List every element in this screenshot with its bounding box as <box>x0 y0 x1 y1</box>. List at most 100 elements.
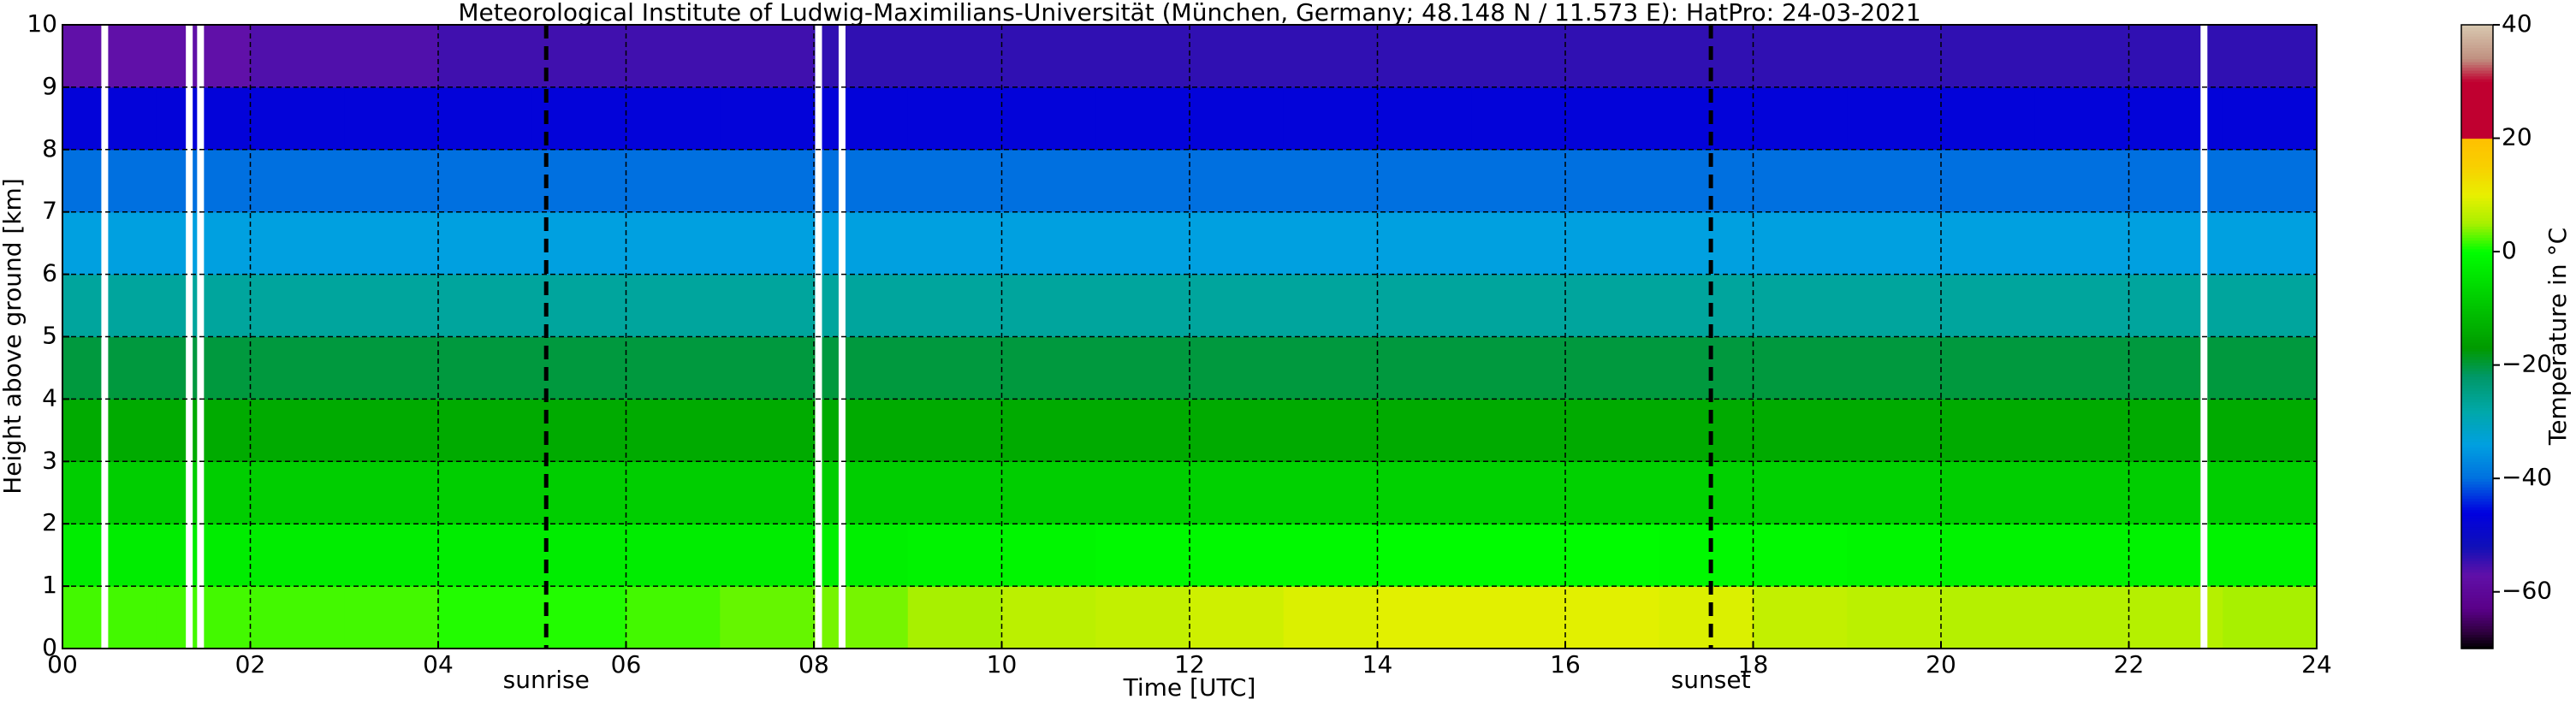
colorbar-segment <box>2461 265 2493 270</box>
heat-cell <box>814 25 909 88</box>
colorbar-segment <box>2461 535 2493 539</box>
heat-cell <box>814 336 909 400</box>
colorbar-segment <box>2461 70 2493 74</box>
heat-cell <box>1190 586 1285 649</box>
heat-cell <box>2223 149 2318 213</box>
colorbar-segment <box>2461 263 2493 267</box>
heat-cell <box>720 211 815 275</box>
colorbar-segment <box>2461 388 2493 392</box>
heat-cell <box>1190 149 1285 213</box>
heat-cell <box>438 211 533 275</box>
heat-cell <box>1001 399 1096 462</box>
colorbar-segment <box>2461 342 2493 347</box>
colorbar-segment <box>2461 591 2493 595</box>
heat-cell <box>1283 461 1378 524</box>
colorbar-segment <box>2461 518 2493 522</box>
colorbar-segment <box>2461 376 2493 380</box>
heat-cell <box>62 149 157 213</box>
x-tick-label: 22 <box>2114 650 2145 678</box>
heat-cell <box>907 586 1002 649</box>
colorbar-segment <box>2461 498 2493 502</box>
colorbar-segment <box>2461 78 2493 82</box>
heat-cell <box>2128 211 2223 275</box>
heat-cell <box>344 336 439 400</box>
colorbar-segment <box>2461 351 2493 354</box>
colorbar-segment <box>2461 532 2493 536</box>
colorbar-segment <box>2461 418 2493 423</box>
heat-cell <box>1753 274 1848 337</box>
chart-title: Meteorological Institute of Ludwig-Maxim… <box>458 0 1920 27</box>
colorbar-segment <box>2461 186 2493 190</box>
heat-cell <box>1001 149 1096 213</box>
colorbar-segment <box>2461 382 2493 386</box>
colorbar-segment <box>2461 407 2493 412</box>
heat-cell <box>1659 586 1754 649</box>
x-axis-label: Time [UTC] <box>1123 673 1256 702</box>
colorbar-segment <box>2461 248 2493 252</box>
heat-cell <box>907 336 1002 400</box>
heat-cell <box>250 86 345 151</box>
colorbar-segment <box>2461 444 2493 448</box>
colorbar-segment <box>2461 504 2493 507</box>
heat-cell <box>344 86 439 151</box>
colorbar-segment <box>2461 399 2493 403</box>
heat-cell <box>1377 149 1472 213</box>
heat-cell <box>2034 25 2129 88</box>
colorbar-tick-label: −20 <box>2502 350 2552 378</box>
colorbar-segment <box>2461 36 2493 40</box>
colorbar-segment <box>2461 520 2493 524</box>
heat-cell <box>2223 25 2318 88</box>
colorbar-segment <box>2461 172 2493 176</box>
x-tick-label: 12 <box>1174 650 1205 678</box>
colorbar-segment <box>2461 362 2493 366</box>
colorbar-segment <box>2461 512 2493 516</box>
colorbar-segment <box>2461 189 2493 193</box>
heat-cell <box>1283 149 1378 213</box>
colorbar-segment <box>2461 39 2493 43</box>
x-tick-label: 16 <box>1550 650 1581 678</box>
heat-cell <box>1753 149 1848 213</box>
heat-cell <box>250 149 345 213</box>
colorbar-segment <box>2461 183 2493 187</box>
y-tick-label: 6 <box>42 259 57 287</box>
colorbar-segment <box>2461 643 2493 647</box>
colorbar-segment <box>2461 237 2493 241</box>
heat-cell <box>626 274 721 337</box>
colorbar-segment <box>2461 623 2493 627</box>
x-tick-label: 02 <box>235 650 266 678</box>
colorbar-segment <box>2461 390 2493 394</box>
colorbar-segment <box>2461 25 2493 28</box>
heat-cell <box>62 336 157 400</box>
colorbar-segment <box>2461 330 2493 335</box>
colorbar-segment <box>2461 166 2493 170</box>
x-tick-label: 18 <box>1738 650 1769 678</box>
y-tick-label: 0 <box>42 633 57 661</box>
heat-cell <box>1847 211 1942 275</box>
heat-cell <box>2223 86 2318 151</box>
colorbar-tick-label: 40 <box>2502 9 2532 38</box>
x-tick-label: 10 <box>987 650 1018 678</box>
heat-cell <box>62 399 157 462</box>
heat-cell <box>1471 586 1566 649</box>
colorbar-segment <box>2461 563 2493 567</box>
colorbar-segment <box>2461 209 2493 213</box>
colorbar-segment <box>2461 401 2493 406</box>
heat-cell <box>1847 524 1942 587</box>
heat-cell <box>720 399 815 462</box>
colorbar-segment <box>2461 146 2493 151</box>
colorbar-segment <box>2461 580 2493 584</box>
heat-cell <box>907 524 1002 587</box>
colorbar-segment <box>2461 317 2493 321</box>
colorbar-segment <box>2461 574 2493 578</box>
heat-cell <box>438 399 533 462</box>
heat-cell <box>1659 399 1754 462</box>
colorbar-segment <box>2461 169 2493 173</box>
heat-cell <box>814 461 909 524</box>
heat-cell <box>2223 399 2318 462</box>
heat-cell <box>344 399 439 462</box>
heat-cell <box>1659 461 1754 524</box>
heat-cell <box>2034 461 2129 524</box>
colorbar-segment <box>2461 455 2493 459</box>
heat-cell <box>1847 25 1942 88</box>
colorbar-segment <box>2461 637 2493 641</box>
